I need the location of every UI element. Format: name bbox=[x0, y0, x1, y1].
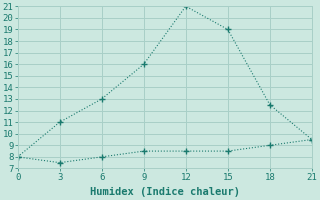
X-axis label: Humidex (Indice chaleur): Humidex (Indice chaleur) bbox=[90, 187, 240, 197]
